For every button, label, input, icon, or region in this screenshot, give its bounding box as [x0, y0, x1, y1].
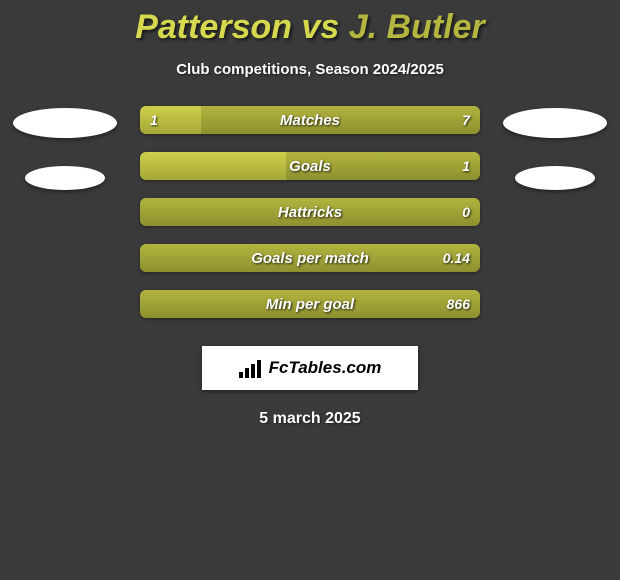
brand-badge: FcTables.com [202, 346, 418, 390]
right-player-column [500, 106, 610, 190]
stat-bar-4: Min per goal866 [140, 290, 480, 318]
right-oval-1 [515, 166, 595, 190]
stat-bar-label: Min per goal [140, 290, 480, 318]
chart-bars-icon [239, 358, 263, 378]
title-left: Patterson [135, 8, 292, 46]
date-text: 5 march 2025 [0, 410, 620, 428]
stat-bar-0: Matches1 7 [140, 106, 480, 134]
left-player-column [10, 106, 120, 190]
page-title: Patterson vs J. Butler [0, 0, 620, 47]
stat-bar-label: Goals per match [140, 244, 480, 272]
stat-bar-2: Hattricks0 [140, 198, 480, 226]
left-oval-1 [25, 166, 105, 190]
left-oval-0 [13, 108, 117, 138]
stat-bar-right-value: 0 [452, 198, 480, 226]
stat-bar-label: Goals [140, 152, 480, 180]
title-vs: vs [292, 8, 349, 46]
right-oval-0 [503, 108, 607, 138]
stat-bar-label: Hattricks [140, 198, 480, 226]
stat-bar-label: Matches [140, 106, 480, 134]
stat-bars: Matches17Goals1Hattricks0Goals per match… [140, 106, 480, 318]
comparison-layout: Matches17Goals1Hattricks0Goals per match… [0, 106, 620, 318]
brand-text: FcTables.com [269, 358, 382, 378]
subtitle: Club competitions, Season 2024/2025 [0, 61, 620, 78]
stat-bar-left-value: 1 [140, 106, 168, 134]
stat-bar-3: Goals per match0.14 [140, 244, 480, 272]
stat-bar-right-value: 7 [452, 106, 480, 134]
title-right: J. Butler [349, 8, 485, 46]
stat-bar-right-value: 866 [437, 290, 480, 318]
stat-bar-1: Goals1 [140, 152, 480, 180]
stat-bar-right-value: 1 [452, 152, 480, 180]
stat-bar-right-value: 0.14 [433, 244, 480, 272]
